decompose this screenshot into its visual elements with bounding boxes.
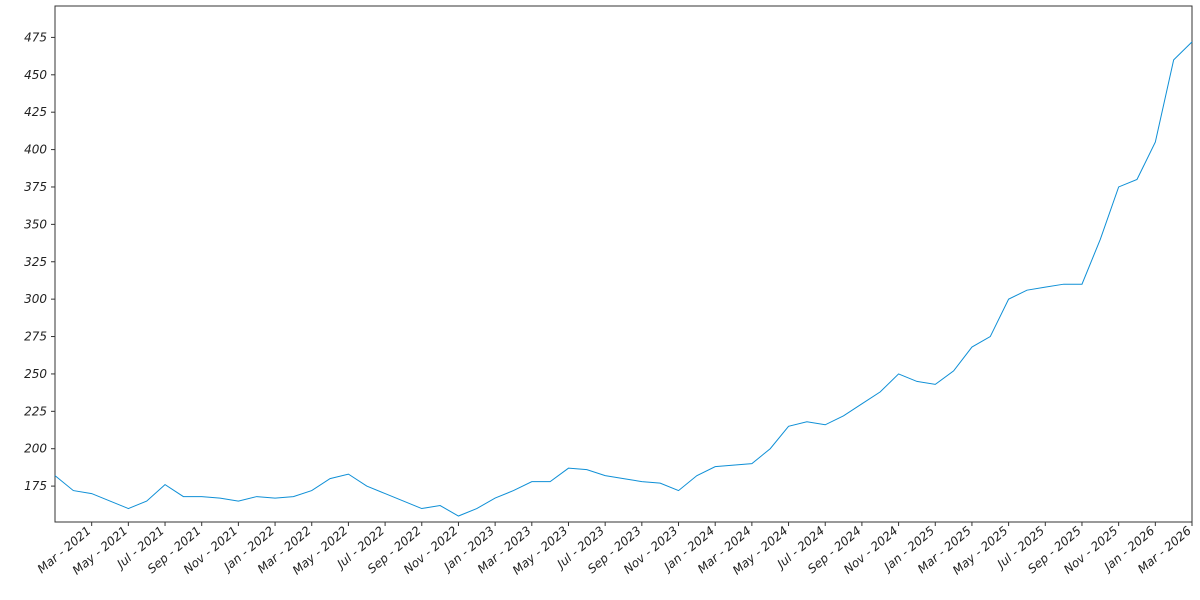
y-tick-label: 200 [24, 442, 47, 456]
y-tick-label: 350 [24, 217, 47, 231]
y-tick-label: 250 [24, 367, 47, 381]
y-tick-label: 275 [24, 330, 47, 344]
y-tick-label: 475 [24, 30, 47, 44]
plot-frame [54, 5, 1193, 523]
y-tick-label: 225 [24, 404, 47, 418]
y-tick-label: 325 [24, 255, 47, 269]
y-tick-label: 400 [24, 143, 47, 157]
y-tick-label: 300 [24, 292, 47, 306]
y-tick-label: 375 [24, 180, 47, 194]
line-series [54, 41, 1193, 517]
y-tick-label: 450 [24, 68, 47, 82]
y-tick-label: 175 [24, 479, 47, 493]
y-tick-label: 425 [24, 105, 47, 119]
